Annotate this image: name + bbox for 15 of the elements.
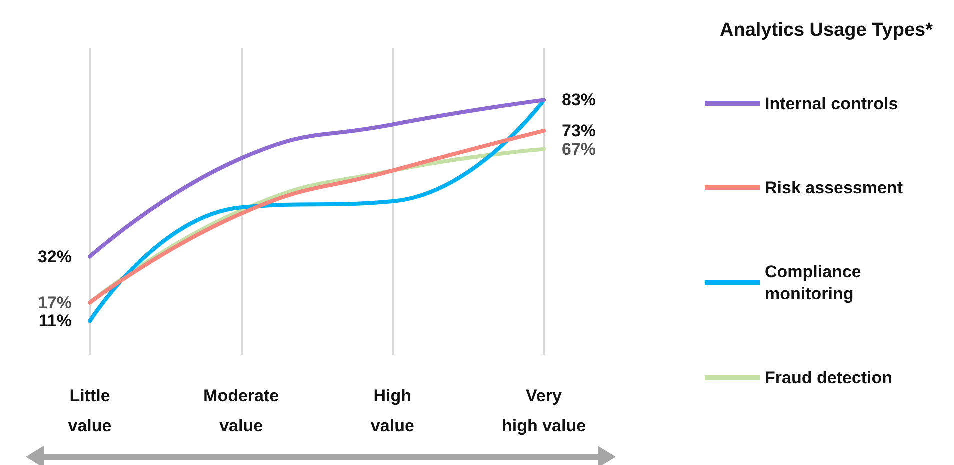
legend-title: Analytics Usage Types*	[720, 20, 934, 41]
data-label: 67%	[562, 140, 596, 159]
data-label: 17%	[38, 293, 72, 312]
x-tick-label: Very high value	[502, 386, 586, 436]
x-tick-label: High value	[370, 386, 414, 436]
data-label: 83%	[562, 90, 596, 110]
data-label: 73%	[562, 121, 596, 140]
legend-label: Risk assessment	[765, 178, 904, 198]
legend-label: Fraud detection	[765, 368, 893, 388]
data-label: 11%	[38, 312, 72, 331]
legend-label: Internal controls	[765, 94, 898, 114]
x-tick-label: Little value	[68, 386, 112, 436]
x-tick-label: Moderate value	[204, 386, 280, 436]
legend-label: Compliance monitoring	[765, 262, 862, 304]
data-label: 32%	[38, 247, 72, 266]
